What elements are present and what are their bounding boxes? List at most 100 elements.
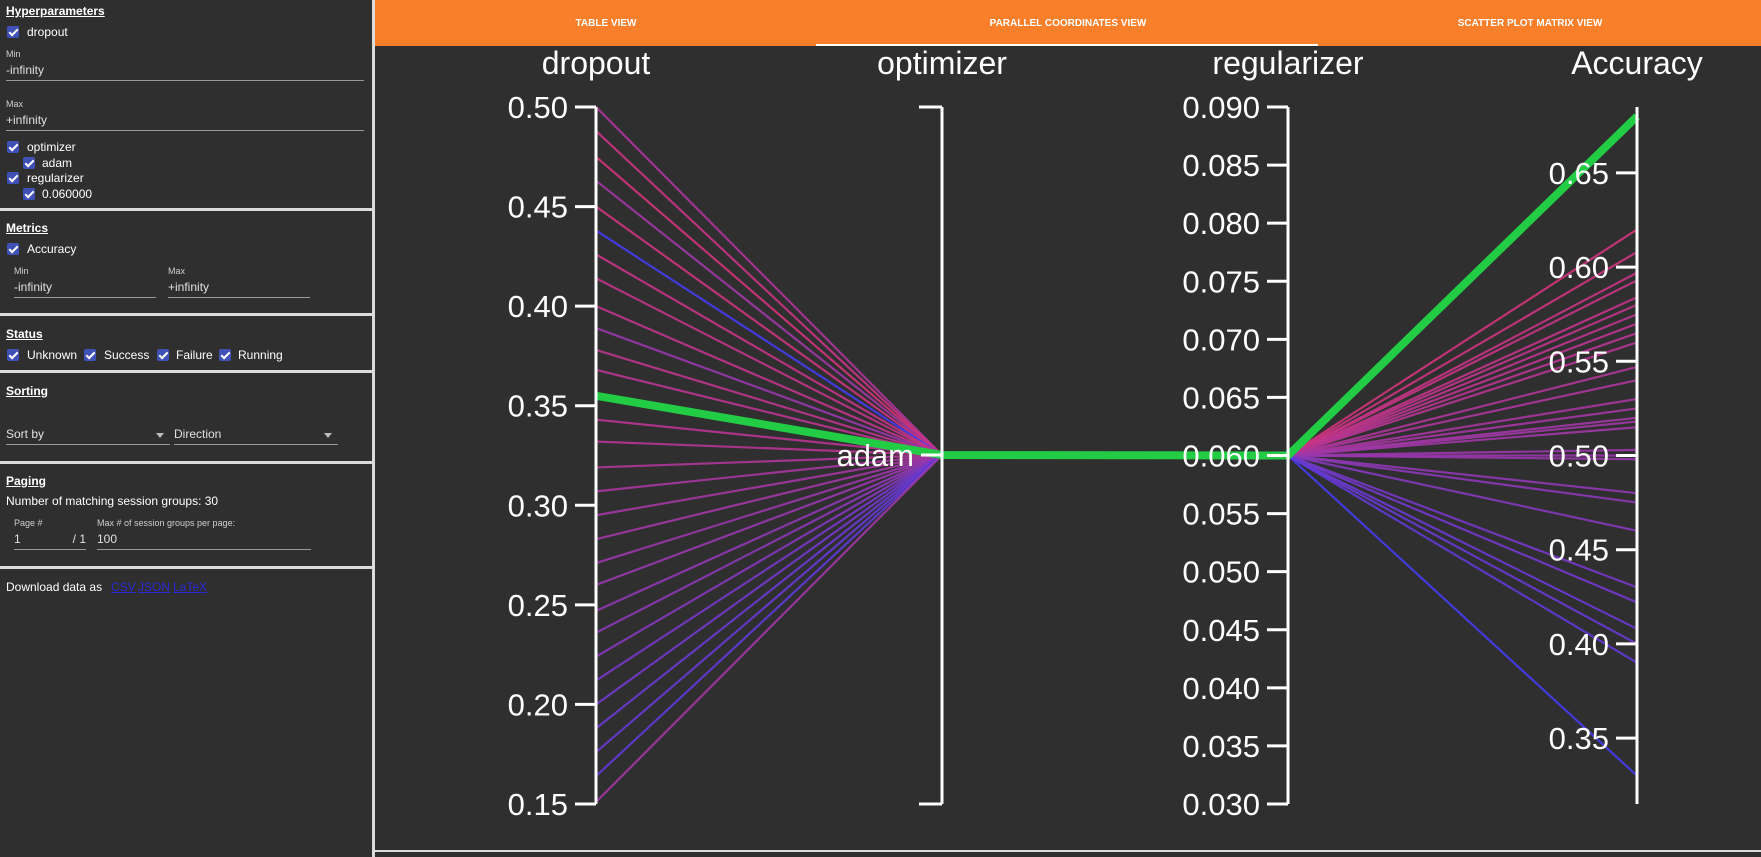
metrics-title: Metrics [6,221,49,235]
tab-scatter-plot-matrix-view[interactable]: SCATTER PLOT MATRIX VIEW [1457,17,1603,29]
download-json-link[interactable]: JSON [138,580,171,594]
tick-label: 0.030 [1182,787,1260,822]
page-number-value: 1 [14,532,21,546]
accuracy-max-input[interactable]: +infinity [168,279,310,298]
sidebar-border [372,0,375,857]
tick-label: 0.40 [508,289,568,324]
divider [0,208,372,211]
download-label: Download data as [6,580,103,594]
view-tabs: TABLE VIEW PARALLEL COORDINATES VIEW SCA… [375,0,1761,46]
accuracy-checkbox[interactable] [7,243,19,255]
axis-title-dropout[interactable]: dropout [542,46,651,81]
session-line[interactable] [595,448,1638,565]
session-line[interactable] [595,106,1638,457]
regularizer-label: regularizer [27,171,84,185]
max-per-page-label: Max # of session groups per page: [97,518,236,528]
session-line[interactable] [595,453,1638,658]
tick-label: 0.20 [508,687,568,722]
dropout-min-input[interactable]: -infinity [6,62,364,81]
download-csv-link[interactable]: CSV [111,580,136,594]
highlighted-session-line[interactable] [595,113,1640,460]
tick-label: 0.15 [508,787,568,822]
tick-label: 0.035 [1182,729,1260,764]
download-latex-link[interactable]: LaTeX [173,580,208,594]
tick-label: 0.070 [1182,322,1260,357]
adam-checkbox[interactable] [23,157,35,169]
sorting-title: Sorting [6,384,48,398]
divider [0,566,372,569]
page-total: / 1 [72,532,86,546]
tick-label: 0.35 [508,389,568,424]
accuracy-min-input[interactable]: -infinity [14,279,156,298]
session-line[interactable] [595,453,1638,777]
matching-count: Number of matching session groups: 30 [6,494,219,508]
dropout-min-label: Min [6,49,21,59]
regularizer-checkbox[interactable] [7,172,19,184]
tick-label: 0.065 [1182,380,1260,415]
adam-label: adam [42,156,73,170]
session-lines [595,106,1640,803]
page-number-input[interactable]: 1 / 1 [14,531,86,550]
tab-table-view[interactable]: TABLE VIEW [575,17,637,29]
dropout-max-label: Max [6,99,24,109]
axis-title-accuracy[interactable]: Accuracy [1571,46,1703,81]
hyperparameters-title: Hyperparameters [6,4,105,18]
status-unknown-checkbox[interactable] [7,349,19,361]
tick-label: 0.040 [1182,671,1260,706]
tick-label: 0.080 [1182,206,1260,241]
dropout-label: dropout [27,25,68,39]
max-per-page-input[interactable]: 100 [97,531,311,550]
status-running-checkbox[interactable] [219,349,231,361]
session-line[interactable] [595,229,1638,777]
sidebar: Hyperparameters dropout Min -infinity Ma… [0,0,372,857]
tab-parallel-coordinates-view[interactable]: PARALLEL COORDINATES VIEW [989,17,1147,29]
session-line[interactable] [595,303,1638,457]
chevron-down-icon [156,433,164,438]
dropout-max-input[interactable]: +infinity [6,112,364,131]
session-line[interactable] [595,453,1638,612]
status-success-checkbox[interactable] [84,349,96,361]
tick-label: 0.40 [1549,627,1609,662]
sort-by-select[interactable]: Sort by [6,426,170,445]
session-line[interactable] [595,155,1638,457]
optimizer-label: optimizer [27,140,76,154]
divider [0,461,372,464]
axis-title-regularizer[interactable]: regularizer [1212,46,1364,81]
paging-title: Paging [6,474,47,488]
accuracy-label: Accuracy [27,242,77,256]
tick-label: 0.50 [508,90,568,125]
dropout-checkbox[interactable] [7,26,19,38]
tick-label: 0.65 [1549,156,1609,191]
status-title: Status [6,327,43,341]
status-failure-checkbox[interactable] [157,349,169,361]
tick-label: 0.60 [1549,250,1609,285]
tick-label: 0.45 [508,190,568,225]
tick-label: 0.055 [1182,497,1260,532]
tick-label: 0.075 [1182,264,1260,299]
divider [0,370,372,373]
divider [0,313,372,316]
accuracy-min-label: Min [14,266,29,276]
regularizer-value-checkbox[interactable] [23,188,35,200]
direction-text: Direction [174,427,222,441]
optimizer-checkbox[interactable] [7,141,19,153]
active-tab-indicator [816,44,1318,46]
plot-axes: dropout 0.50 0.45 0.40 0.35 0.30 0.25 0.20 0.15 o… [508,46,1703,822]
tick-label: 0.35 [1549,721,1609,756]
tick-label: 0.25 [508,588,568,623]
regularizer-value-label: 0.060000 [42,187,93,201]
accuracy-max-label: Max [168,266,186,276]
status-success-label: Success [104,348,150,362]
session-line[interactable] [595,426,1638,803]
parallel-coordinates-plot: dropout 0.50 0.45 0.40 0.35 0.30 0.25 0.20 0.15 o… [508,46,1703,822]
direction-select[interactable]: Direction [174,426,338,445]
sort-by-text: Sort by [6,427,45,441]
tick-label: 0.085 [1182,148,1260,183]
axis-title-optimizer[interactable]: optimizer [877,46,1007,81]
status-running-label: Running [238,348,283,362]
tick-label: 0.090 [1182,90,1260,125]
chevron-down-icon [324,433,332,438]
tick-label: 0.045 [1182,613,1260,648]
page-number-label: Page # [14,518,43,528]
tick-label: 0.050 [1182,555,1260,590]
